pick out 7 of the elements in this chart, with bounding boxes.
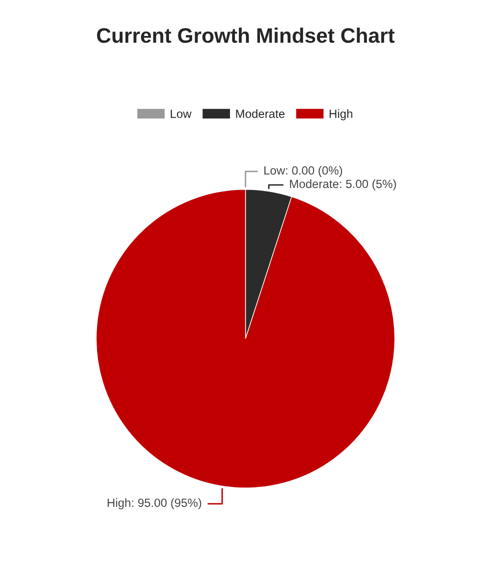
legend-label: Moderate	[236, 109, 285, 118]
legend-label: Low	[170, 110, 192, 118]
chart-title: Current Growth Mindset Chart	[97, 28, 395, 43]
legend-label: High	[330, 109, 352, 120]
data-label: Moderate: 5.00 (5%)	[290, 179, 396, 190]
data-label: High: 95.00 (95%)	[108, 498, 202, 510]
text: Low: 0.00 (0%)	[264, 166, 342, 177]
